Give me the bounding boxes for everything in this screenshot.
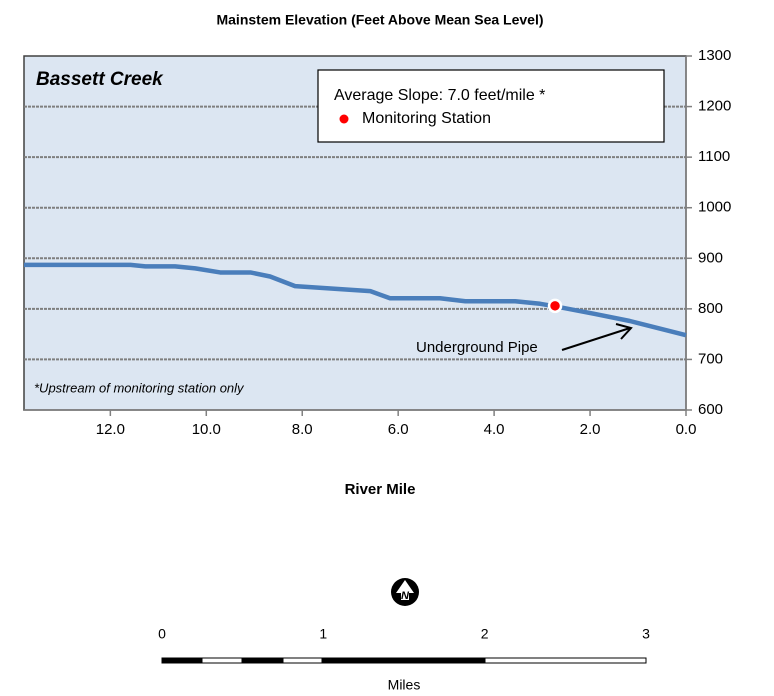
stream-label: Bassett Creek (36, 69, 164, 90)
y-tick-label: 800 (698, 300, 723, 317)
x-tick-label: 10.0 (192, 421, 221, 438)
legend-marker (339, 114, 349, 124)
y-tick-label: 1000 (698, 199, 731, 216)
chart-title: Mainstem Elevation (Feet Above Mean Sea … (216, 12, 543, 28)
svg-text:N: N (401, 590, 410, 602)
x-tick-label: 0.0 (676, 421, 697, 438)
x-axis-label: River Mile (345, 481, 416, 498)
y-tick-label: 1100 (698, 148, 730, 165)
y-tick-label: 900 (698, 249, 723, 266)
legend-label: Monitoring Station (362, 110, 491, 127)
legend (317, 69, 665, 143)
y-tick-label: 1300 (698, 47, 731, 64)
station-marker (547, 298, 563, 314)
pipe-label: Underground Pipe (416, 339, 538, 356)
y-tick-label: 700 (698, 350, 723, 367)
x-tick-label: 8.0 (292, 421, 313, 438)
x-tick-label: 2.0 (580, 421, 601, 438)
scale-bar (161, 657, 647, 664)
y-tick-label: 1200 (698, 98, 731, 115)
scale-tick-label: 0 (158, 626, 166, 642)
pipe-arrow (561, 323, 633, 351)
scale-tick-label: 3 (642, 626, 650, 642)
legend-slope: Average Slope: 7.0 feet/mile * (334, 87, 545, 104)
scale-tick-label: 2 (481, 626, 489, 642)
grid (24, 105, 686, 361)
footnote: *Upstream of monitoring station only (34, 380, 245, 395)
x-tick-label: 4.0 (484, 421, 505, 438)
x-tick-label: 6.0 (388, 421, 409, 438)
north-arrow: N (391, 578, 419, 606)
scale-tick-label: 1 (319, 626, 327, 642)
x-tick-label: 12.0 (96, 421, 125, 438)
y-tick-label: 600 (698, 401, 723, 418)
scale-unit: Miles (388, 677, 421, 693)
